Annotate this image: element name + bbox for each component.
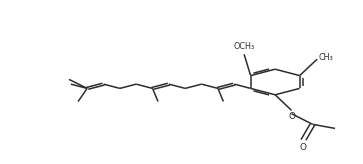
Text: CH₃: CH₃ [319,53,333,62]
Text: O: O [289,112,296,121]
Text: OCH₃: OCH₃ [233,42,255,51]
Text: O: O [300,143,307,152]
